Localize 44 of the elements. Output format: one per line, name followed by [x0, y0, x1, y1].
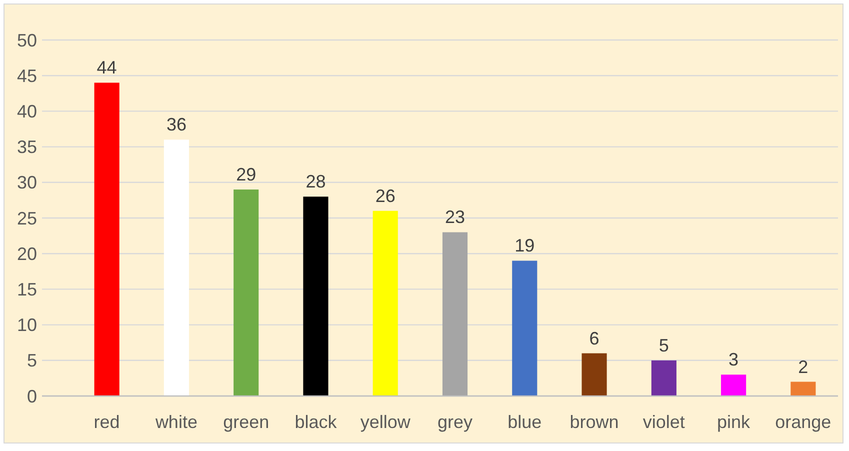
y-tick-label: 40 [16, 102, 37, 122]
bar [303, 196, 328, 396]
x-tick-label: pink [717, 412, 752, 432]
y-tick-label: 25 [16, 208, 37, 228]
x-tick-label: white [154, 412, 198, 432]
bar [790, 382, 816, 396]
y-tick-label: 5 [26, 350, 37, 371]
data-label: 3 [728, 350, 739, 370]
y-tick-label: 0 [26, 386, 37, 406]
x-tick-label: black [294, 412, 338, 432]
x-tick-label: red [94, 412, 120, 432]
y-tick-label: 10 [16, 315, 37, 336]
data-label: 23 [444, 207, 466, 228]
x-tick-label: brown [570, 412, 619, 432]
y-tick-label: 45 [16, 66, 37, 86]
bar [164, 140, 189, 396]
bar [234, 190, 259, 396]
bar [651, 360, 676, 396]
x-tick-label: blue [508, 412, 542, 432]
y-tick-label: 50 [16, 30, 37, 50]
x-tick-label: green [223, 412, 270, 432]
data-label: 36 [166, 114, 186, 135]
y-tick-label: 30 [16, 172, 37, 193]
data-label: 5 [658, 335, 669, 356]
bar [582, 353, 607, 396]
x-tick-label: grey [437, 412, 473, 432]
bar [442, 232, 468, 396]
data-label: 26 [375, 186, 396, 206]
y-tick-label: 35 [16, 137, 37, 158]
x-tick-label: orange [775, 412, 832, 432]
bar [94, 82, 120, 396]
data-label: 6 [589, 328, 600, 348]
y-tick-label: 15 [16, 280, 37, 300]
bar [721, 374, 746, 396]
data-label: 28 [306, 172, 326, 192]
data-label: 2 [798, 356, 808, 377]
data-label: 44 [96, 58, 117, 78]
data-label: 19 [514, 236, 535, 256]
x-tick-label: violet [642, 412, 685, 432]
y-tick-label: 20 [16, 244, 37, 264]
bar [372, 210, 398, 396]
x-tick-label: yellow [360, 412, 412, 432]
bar [512, 260, 538, 396]
data-label: 29 [236, 164, 256, 185]
